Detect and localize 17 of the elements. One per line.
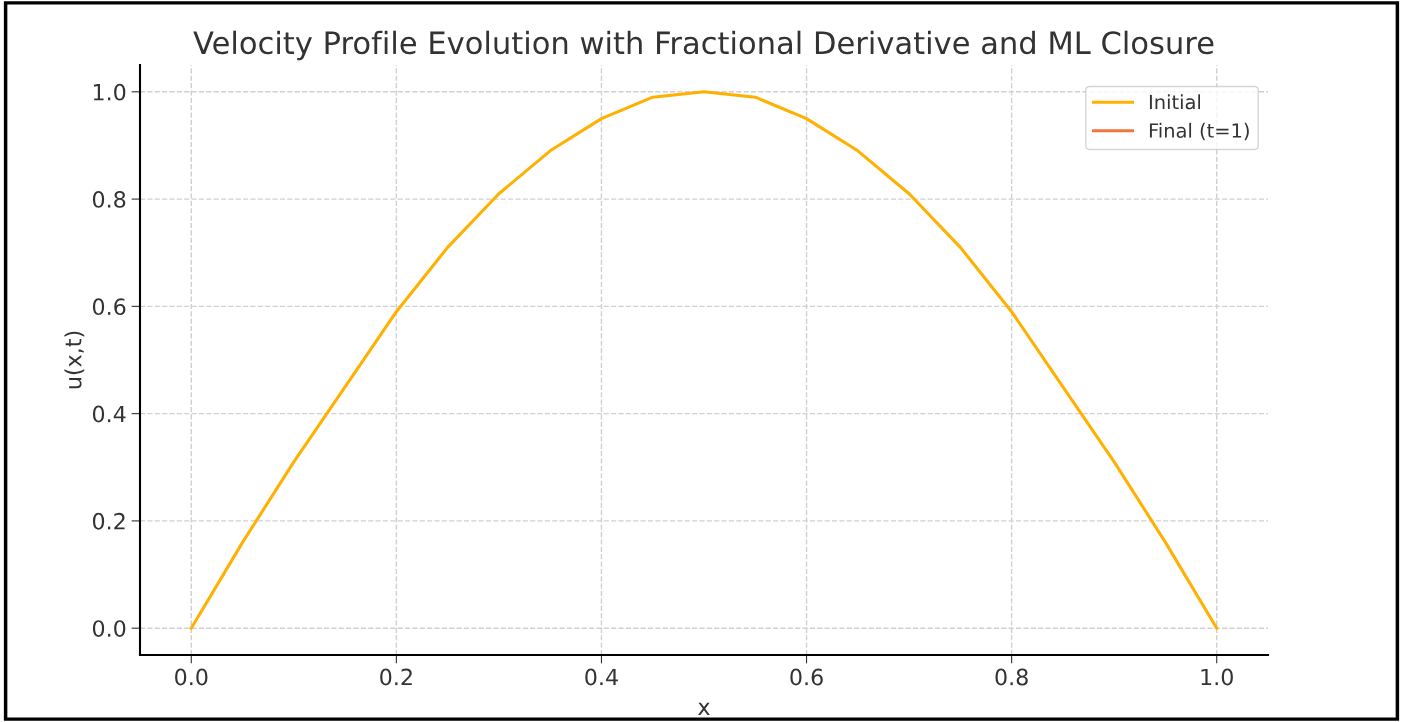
y-tick-label: 0.4 <box>92 405 126 423</box>
x-tick-label: 1.0 <box>1201 668 1233 686</box>
y-tick-label: 0.8 <box>92 191 126 208</box>
x-tick-label: 0.8 <box>995 668 1028 686</box>
legend-label: Initial <box>1149 94 1201 110</box>
x-tick-label: 0.2 <box>380 668 412 686</box>
y-tick-label: 0.0 <box>92 620 126 637</box>
x-tick-label: 0.6 <box>790 668 823 686</box>
x-tick-label: 0.0 <box>175 668 208 686</box>
y-tick-label: 1.0 <box>93 83 126 101</box>
y-tick-label: 0.6 <box>92 298 126 316</box>
chart-title: Velocity Profile Evolution with Fractional Derivative and ML Closure <box>193 30 1214 61</box>
y-tick-label: 0.2 <box>92 512 125 530</box>
x-axis-title: x <box>698 702 710 715</box>
legend-label: Final (t=1) <box>1149 122 1249 141</box>
x-tick-label: 0.4 <box>585 668 618 686</box>
y-axis-title: u(x,t) <box>64 331 85 389</box>
